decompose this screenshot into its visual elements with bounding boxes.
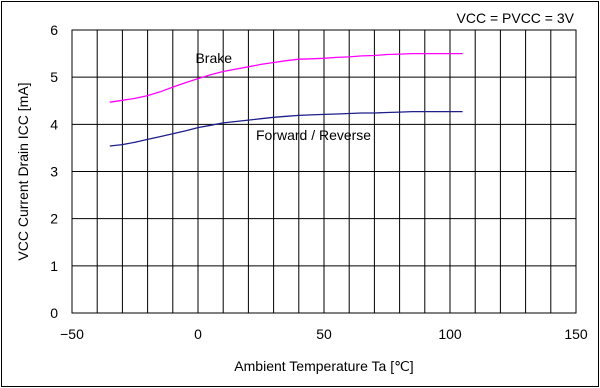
brake-annotation: Brake — [195, 50, 232, 66]
x-tick-label: −50 — [60, 326, 84, 342]
x-tick-label: 0 — [194, 326, 202, 342]
y-tick-label: 4 — [50, 116, 58, 132]
condition-note: VCC = PVCC = 3V — [457, 10, 575, 26]
y-tick-label: 6 — [50, 22, 58, 38]
y-tick-label: 5 — [50, 69, 58, 85]
y-tick-label: 0 — [50, 305, 58, 321]
series-line-brake — [109, 52, 463, 103]
series-lines — [109, 52, 463, 147]
plot-area-border — [71, 29, 577, 314]
x-tick-label: 100 — [438, 326, 462, 342]
horizontal-gridlines — [72, 76, 576, 267]
y-axis-label: VCC Current Drain ICC [mA] — [15, 82, 31, 260]
forward-reverse-annotation: Forward / Reverse — [256, 127, 371, 143]
x-axis-label: Ambient Temperature Ta [℃] — [234, 358, 413, 374]
y-tick-label: 3 — [50, 164, 58, 180]
y-tick-label: 1 — [50, 258, 58, 274]
series-line-forward-reverse — [109, 110, 463, 147]
x-tick-label: 150 — [564, 326, 588, 342]
y-tick-label: 2 — [50, 211, 58, 227]
x-tick-label: 50 — [316, 326, 332, 342]
